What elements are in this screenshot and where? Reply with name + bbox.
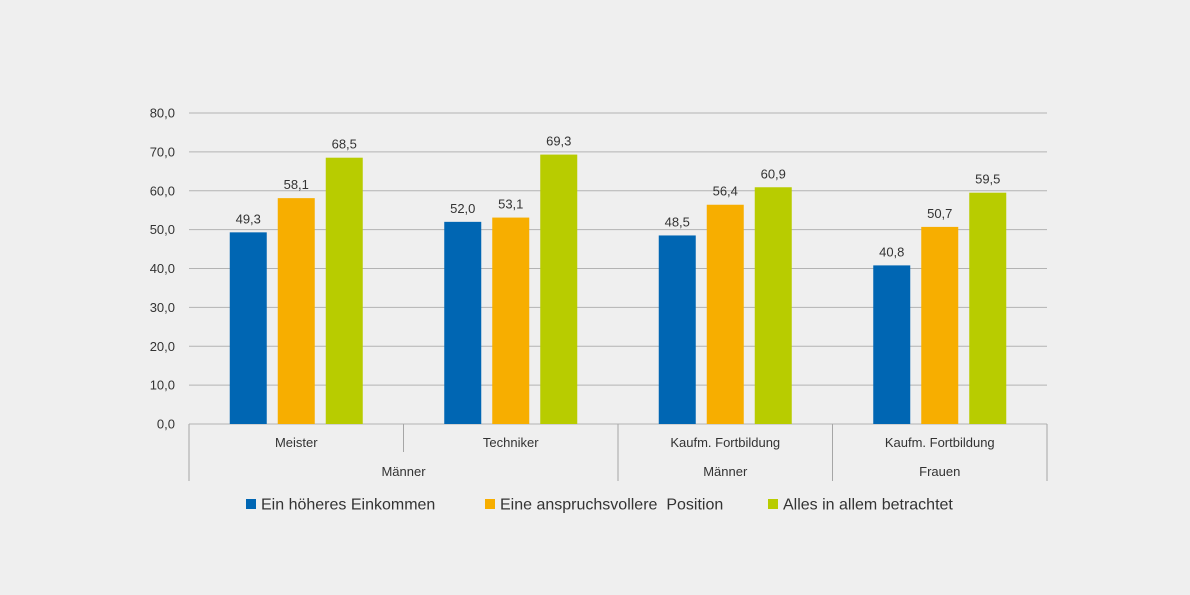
y-tick-label: 80,0: [150, 106, 175, 121]
data-label: 56,4: [713, 184, 738, 199]
bar: [229, 232, 267, 424]
data-labels: 49,3 58,1 68,5 52,0 53,1 69,3 48,5 56,4 60,9 40,8…: [236, 134, 1001, 260]
bar: [706, 204, 744, 424]
bar: [492, 217, 530, 424]
bar: [277, 198, 315, 424]
gridlines: [189, 112, 1047, 425]
y-tick-label: 30,0: [150, 300, 175, 315]
data-label: 50,7: [927, 206, 952, 221]
data-label: 69,3: [546, 134, 571, 149]
x-axis: Meister Techniker Kaufm. Fortbildung Kaufm.…: [188, 424, 1048, 481]
legend-swatch: [768, 499, 778, 509]
y-axis: 0,0 10,0 20,0 30,0 40,0 50,0 60,0 70,0 80,0: [150, 106, 175, 432]
x-group-label: Männer: [381, 464, 426, 479]
bars: [229, 154, 1007, 425]
bar: [921, 226, 959, 424]
data-label: 53,1: [498, 197, 523, 212]
bar: [325, 157, 363, 425]
y-tick-label: 40,0: [150, 261, 175, 276]
x-group-label: Männer: [703, 464, 748, 479]
legend-label: Ein höheres Einkommen: [261, 497, 435, 514]
bar: [873, 265, 911, 424]
y-tick-label: 0,0: [157, 417, 175, 432]
x-group-label: Frauen: [919, 464, 960, 479]
data-label: 60,9: [761, 166, 786, 181]
data-label: 48,5: [665, 214, 690, 229]
x-tick-label: Kaufm. Fortbildung: [670, 435, 780, 450]
y-tick-label: 10,0: [150, 378, 175, 393]
legend-swatch: [485, 499, 495, 509]
data-label: 59,5: [975, 172, 1000, 187]
y-tick-label: 50,0: [150, 222, 175, 237]
x-tick-label: Kaufm. Fortbildung: [885, 435, 995, 450]
bar: [969, 192, 1007, 424]
legend: Ein höheres Einkommen Eine anspruchsvolle…: [246, 497, 953, 514]
data-label: 68,5: [332, 137, 357, 152]
bar: [444, 221, 482, 424]
y-tick-label: 70,0: [150, 144, 175, 159]
data-label: 40,8: [879, 244, 904, 259]
y-tick-label: 60,0: [150, 183, 175, 198]
legend-swatch: [246, 499, 256, 509]
y-tick-label: 20,0: [150, 339, 175, 354]
legend-label: Alles in allem betrachtet: [783, 497, 953, 514]
legend-label: Eine anspruchsvollere Position: [500, 497, 723, 514]
bar: [754, 187, 792, 424]
bar: [658, 235, 696, 424]
x-tick-label: Techniker: [483, 435, 539, 450]
data-label: 49,3: [236, 211, 261, 226]
x-tick-label: Meister: [275, 435, 318, 450]
data-label: 58,1: [284, 177, 309, 192]
data-label: 52,0: [450, 201, 475, 216]
bar: [540, 154, 578, 424]
